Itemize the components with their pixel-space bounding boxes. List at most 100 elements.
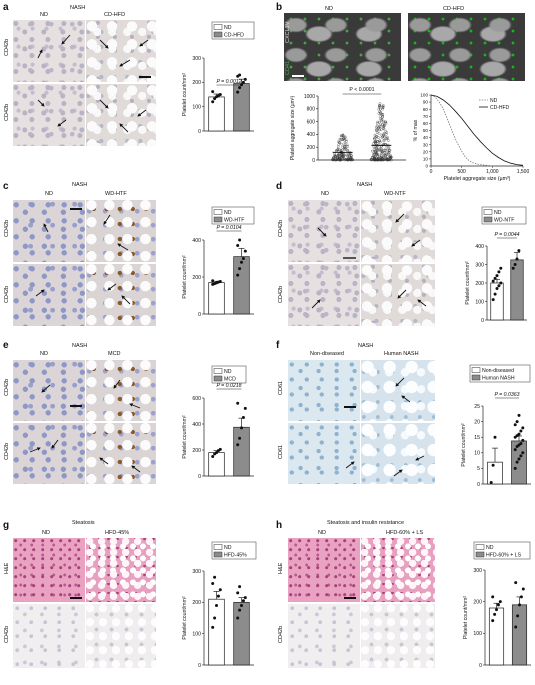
data-point [493,435,497,439]
arrow-marker [411,239,421,247]
legend-box [211,206,255,225]
aggregate-point [387,139,390,142]
y-tick-label: 100 [473,631,482,637]
aggregate-point [341,145,344,149]
aggregate-point [376,120,379,124]
aggregate-point [386,137,389,140]
arrow-marker [131,465,141,473]
y-tick-label: 10 [474,451,480,457]
y-tick-label: 0 [198,129,201,135]
micrograph-g-hfd45-he [86,538,156,602]
data-point [517,249,521,253]
y-axis-label: Platelet count/mm² [465,261,471,305]
data-point [218,447,222,451]
legend-swatch [475,551,485,558]
y-tick-label: 300 [192,56,201,62]
y-tick-label: 100 [192,104,201,110]
y-tick-label: 200 [192,275,201,281]
data-point [238,238,242,242]
aggregate-point [339,150,343,154]
col-label-c1: ND [45,191,53,197]
legend-label: MCD [224,377,236,383]
data-point [519,441,523,445]
aggregate-point [333,154,337,158]
arrow-annotations [29,34,427,477]
micrograph-a-nd-top [13,20,85,82]
scale-bar-h [344,597,356,599]
legend-box [211,541,257,560]
aggregate-point [387,152,390,156]
y-tick-label: 400 [192,422,201,428]
aggregate-point [382,125,385,128]
legend-label: ND [224,545,232,551]
chart-f: 0 5 10 15 20 25 Platelet count/mm² Non-diseased… [461,364,531,488]
data-point [213,616,217,620]
aggregate-point [342,154,345,158]
data-point [516,614,520,618]
data-point [491,595,495,599]
aggregate-point [377,112,381,115]
group-label-g: Steatosis [72,520,95,526]
aggregate-point [336,145,340,149]
aggregate-point [378,128,381,132]
scale-bar-g [70,597,82,599]
legend: ND WD-NTF [481,206,527,225]
data-point [241,80,245,84]
aggregate-point [340,153,343,157]
aggregate-point [382,121,385,124]
series-line [430,94,493,167]
legend-label: HFD-45% [224,553,247,559]
y-axis-label: Platelet aggregate size (µm³) [290,96,296,161]
data-point [236,401,240,405]
scale-bar-c [70,208,82,210]
col-label-b2: CD-HFD [443,6,465,12]
aggregate-point [335,158,338,162]
data-point [238,608,242,612]
y-tick-label: 40 [423,135,429,140]
aggregate-point [338,148,341,151]
col-label-d2: WD-NTF [384,191,406,197]
arrow-marker [43,223,49,233]
aggregate-point [373,136,376,140]
aggregate-point [372,158,376,162]
data-point [213,97,217,101]
aggregate-point [375,128,378,131]
legend-label: CD-HFD [224,33,244,39]
x-tick-label: 500 [457,169,466,175]
data-point [491,463,495,467]
col-label-g1: ND [42,530,50,536]
data-point [238,436,242,440]
aggregate-point [344,138,348,142]
data-point [236,244,240,248]
legend: ND CD-HFD [211,21,255,40]
arrow-marker [417,299,427,307]
y-tick-label: 300 [475,262,484,268]
aggregate-point [381,115,384,118]
y-tick-label: 60 [423,121,429,126]
micrograph-a-nd-bottom [13,84,85,146]
data-point [521,587,525,591]
bar [233,601,250,666]
data-point [211,279,215,283]
data-point [218,279,222,283]
data-point [515,460,519,464]
aggregate-point [374,150,377,154]
panel-label-d: d [276,181,283,192]
aggregate-point [343,138,346,142]
col-label-c2: WD-HTF [105,191,127,197]
aggregate-point [381,115,384,119]
aggregate-point [380,149,383,153]
legend-label: WD-NTF [494,218,514,224]
aggregate-point [385,137,389,141]
aggregate-point [379,110,383,114]
y-tick-label: 200 [192,80,201,86]
micrograph-f-humannash-bottom [361,423,435,484]
p-value: P < 0.0001 [349,87,374,93]
y-tick-label: 50 [423,128,429,133]
aggregate-point [345,158,349,162]
y-tick-label: 200 [475,281,484,287]
micrograph-e-nd-bottom [13,423,85,484]
aggregate-point [384,133,388,136]
